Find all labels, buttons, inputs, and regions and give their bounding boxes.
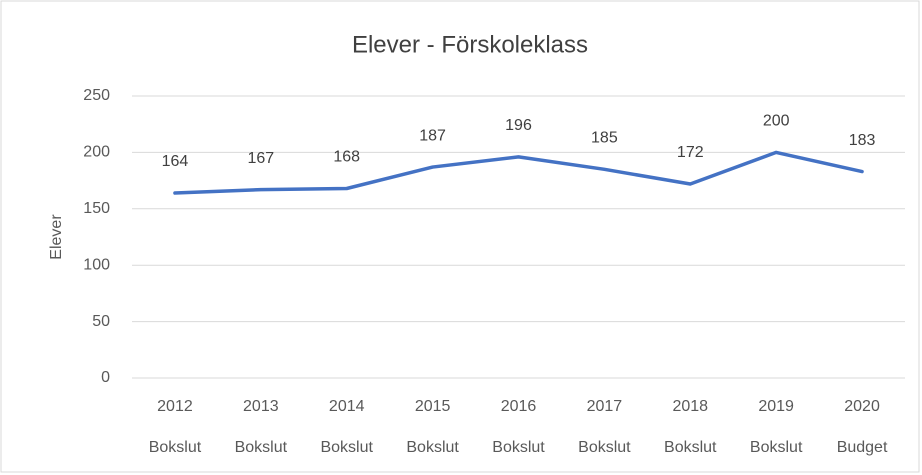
y-axis-title: Elever — [48, 214, 65, 260]
data-label: 168 — [333, 149, 360, 166]
y-tick-label: 100 — [83, 256, 110, 273]
x-tick-label: 2017 — [587, 398, 623, 415]
x-tick-label: 2015 — [415, 398, 451, 415]
x-tick-label: 2013 — [243, 398, 279, 415]
x-group-label: Bokslut — [149, 439, 202, 456]
y-tick-label: 150 — [83, 200, 110, 217]
data-line — [173, 150, 864, 195]
data-label: 183 — [849, 132, 876, 149]
y-tick-label: 50 — [92, 313, 110, 330]
x-group-label: Bokslut — [406, 439, 459, 456]
x-group-label: Bokslut — [235, 439, 288, 456]
x-tick-label: 2014 — [329, 398, 365, 415]
data-label: 167 — [247, 150, 274, 167]
data-label: 172 — [677, 144, 704, 161]
y-tick-label: 200 — [83, 144, 110, 161]
data-label: 187 — [419, 127, 446, 144]
x-group-label: Bokslut — [578, 439, 631, 456]
x-group-label: Bokslut — [750, 439, 803, 456]
data-label: 164 — [162, 153, 189, 170]
x-group-label: Bokslut — [492, 439, 545, 456]
x-group-label: Bokslut — [320, 439, 373, 456]
x-tick-label: 2012 — [157, 398, 193, 415]
x-group-label: Budget — [837, 439, 888, 456]
x-tick-label: 2020 — [844, 398, 880, 415]
y-tick-label: 250 — [83, 87, 110, 104]
y-tick-label: 0 — [101, 369, 110, 386]
x-tick-label: 2018 — [672, 398, 708, 415]
data-label: 185 — [591, 130, 618, 147]
data-label: 200 — [763, 113, 790, 130]
data-label: 196 — [505, 117, 532, 134]
x-tick-label: 2016 — [501, 398, 537, 415]
chart-title: Elever - Förskoleklass — [352, 31, 588, 58]
x-tick-label: 2019 — [758, 398, 794, 415]
x-group-label: Bokslut — [664, 439, 717, 456]
